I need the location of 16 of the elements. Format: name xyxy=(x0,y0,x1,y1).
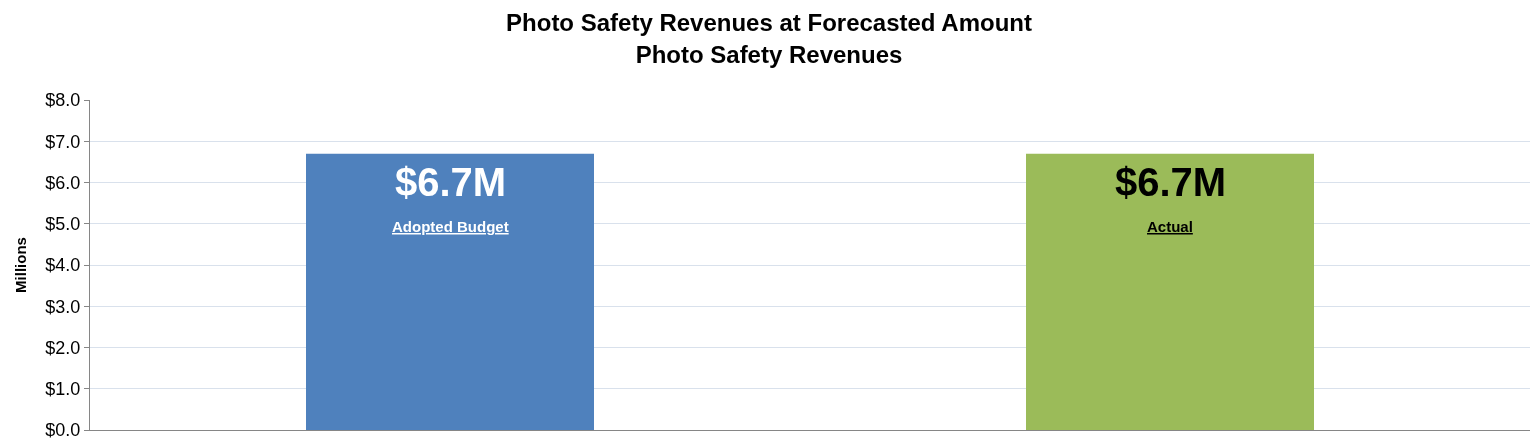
y-axis-title: Millions xyxy=(11,237,29,293)
data-label: $6.7M xyxy=(395,160,507,204)
y-tick-label: $4.0 xyxy=(45,255,81,276)
x-tick-label: Adopted Budget xyxy=(392,218,509,235)
chart-title: Photo Safety Revenues at Forecasted Amount xyxy=(506,9,1032,37)
y-tick-label: $8.0 xyxy=(45,90,81,111)
y-tick-label: $1.0 xyxy=(45,379,81,400)
y-tick-label: $6.0 xyxy=(45,172,81,193)
y-tick-label: $5.0 xyxy=(45,214,81,235)
y-tick-label: $3.0 xyxy=(45,296,81,317)
data-label: $6.7M xyxy=(1115,160,1227,204)
y-tick-label: $2.0 xyxy=(45,337,81,358)
chart-subtitle: Photo Safety Revenues xyxy=(635,40,903,68)
y-tick-label: $7.0 xyxy=(45,131,81,152)
x-tick-label: Actual xyxy=(1147,218,1193,235)
y-tick-label: $0.0 xyxy=(45,420,81,441)
